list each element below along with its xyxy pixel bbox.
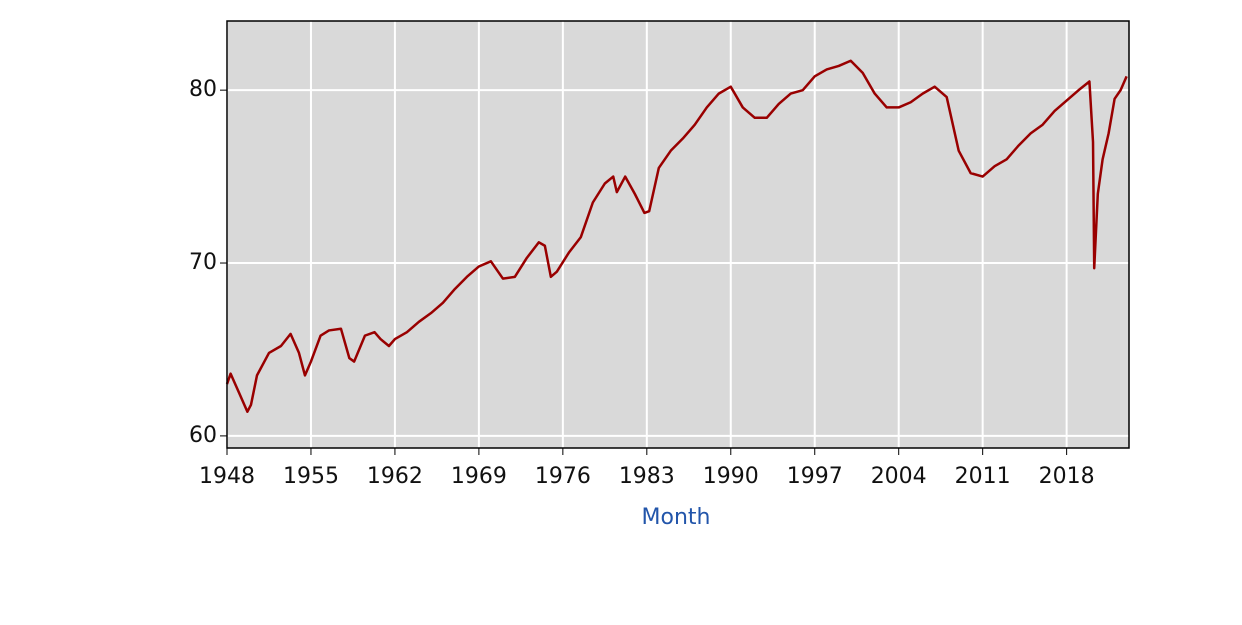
plot-area [227,21,1129,448]
x-tick-label: 1955 [283,464,339,489]
x-tick-label: 1997 [787,464,843,489]
x-tick-label: 2011 [955,464,1011,489]
x-tick-label: 1990 [703,464,759,489]
x-tick-label: 1969 [451,464,507,489]
x-tick-label: 2018 [1039,464,1095,489]
data-line [225,59,1128,413]
plot-frame [226,20,1130,449]
x-tick-label: 1983 [619,464,675,489]
x-tick-label: 1976 [535,464,591,489]
y-tick-label: 80 [189,77,217,102]
x-axis-label: Month [642,505,711,530]
y-tick-label: 70 [189,250,217,275]
x-tick-label: 1948 [199,464,255,489]
x-tick-label: 1962 [367,464,423,489]
x-tick-label: 2004 [871,464,927,489]
y-tick-label: 60 [189,423,217,448]
